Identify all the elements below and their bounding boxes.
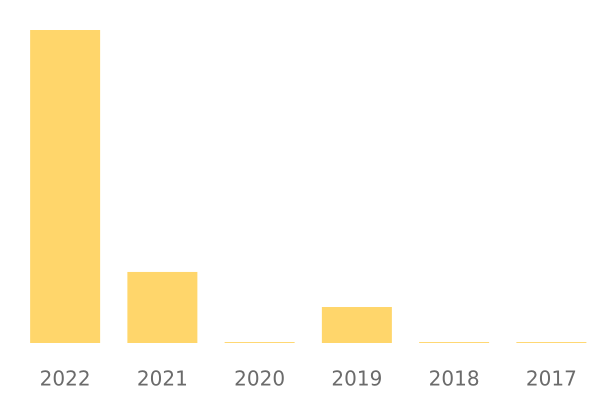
x-tick-label: 2019 — [331, 367, 382, 391]
x-tick-label: 2022 — [40, 367, 91, 391]
bar — [127, 271, 198, 343]
x-tick-label: 2021 — [137, 367, 188, 391]
bar — [30, 30, 101, 343]
x-tick-label: 2020 — [234, 367, 285, 391]
bar — [516, 342, 587, 343]
x-tick-label: 2017 — [526, 367, 577, 391]
bar — [224, 342, 295, 343]
x-tick-label: 2018 — [429, 367, 480, 391]
bar — [419, 342, 490, 343]
bar — [321, 307, 392, 343]
